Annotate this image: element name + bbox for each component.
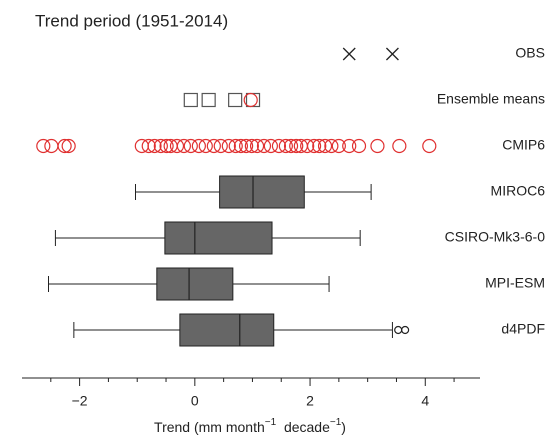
point-marker bbox=[228, 138, 243, 154]
point-marker bbox=[331, 138, 346, 154]
obs-marker bbox=[342, 47, 356, 61]
row-label: OBS bbox=[515, 45, 545, 61]
x-label-part: ) bbox=[341, 419, 346, 435]
row-label: MPI-ESM bbox=[485, 275, 545, 291]
flier bbox=[401, 325, 410, 335]
row-label: CMIP6 bbox=[502, 137, 545, 153]
x-label-part: Trend (mm month bbox=[154, 419, 265, 435]
x-tick-label: −2 bbox=[72, 393, 88, 409]
point-marker bbox=[153, 138, 168, 154]
point-marker bbox=[351, 138, 367, 154]
point-marker bbox=[213, 138, 228, 154]
x-label-part: decade bbox=[276, 419, 330, 435]
point-marker bbox=[312, 138, 327, 154]
x-tick-label: 2 bbox=[306, 393, 314, 409]
point-marker bbox=[263, 138, 278, 154]
box bbox=[219, 175, 305, 209]
point-marker bbox=[169, 138, 185, 154]
row-label: d4PDF bbox=[501, 321, 545, 337]
ensemble-marker bbox=[183, 92, 198, 108]
point-marker bbox=[176, 138, 191, 154]
point-marker bbox=[256, 138, 272, 154]
point-marker bbox=[370, 138, 385, 154]
flier bbox=[394, 325, 403, 335]
point-marker bbox=[300, 138, 315, 154]
chart-title: Trend period (1951-2014) bbox=[35, 11, 228, 30]
point-marker bbox=[342, 138, 357, 154]
point-marker bbox=[57, 138, 72, 154]
x-label-sup: −1 bbox=[265, 417, 277, 428]
point-marker bbox=[183, 138, 198, 154]
box bbox=[156, 267, 234, 301]
point-marker bbox=[221, 138, 236, 154]
point-marker bbox=[392, 138, 407, 154]
row-label: MIROC6 bbox=[491, 183, 546, 199]
box bbox=[164, 221, 273, 255]
point-marker bbox=[44, 138, 59, 154]
point-marker bbox=[283, 138, 299, 154]
ensemble-marker bbox=[228, 92, 243, 108]
row-label: CSIRO-Mk3-6-0 bbox=[445, 229, 546, 245]
ensemble-marker bbox=[201, 92, 216, 108]
point-marker bbox=[289, 138, 304, 154]
point-marker bbox=[244, 138, 259, 154]
box bbox=[179, 313, 275, 347]
x-label-sup: −1 bbox=[330, 417, 342, 428]
point-marker bbox=[271, 138, 287, 154]
point-marker bbox=[147, 138, 162, 154]
point-marker bbox=[233, 138, 249, 154]
x-axis-label: Trend (mm month−1 decade−1) bbox=[154, 417, 346, 435]
point-marker bbox=[36, 138, 51, 154]
point-marker bbox=[191, 138, 206, 154]
point-marker bbox=[422, 138, 437, 154]
point-marker bbox=[243, 92, 258, 108]
point-marker bbox=[306, 138, 322, 154]
point-marker bbox=[61, 138, 76, 154]
point-marker bbox=[198, 138, 213, 154]
point-marker bbox=[159, 138, 174, 154]
point-marker bbox=[278, 138, 293, 154]
obs-marker bbox=[385, 47, 399, 61]
point-marker bbox=[317, 138, 333, 154]
point-marker bbox=[249, 138, 265, 154]
point-marker bbox=[239, 138, 254, 154]
x-tick-label: 0 bbox=[191, 393, 199, 409]
point-marker bbox=[141, 138, 156, 154]
point-marker bbox=[206, 138, 221, 154]
x-tick-label: 4 bbox=[421, 393, 429, 409]
point-marker bbox=[324, 138, 339, 154]
row-label: Ensemble means bbox=[437, 91, 545, 107]
